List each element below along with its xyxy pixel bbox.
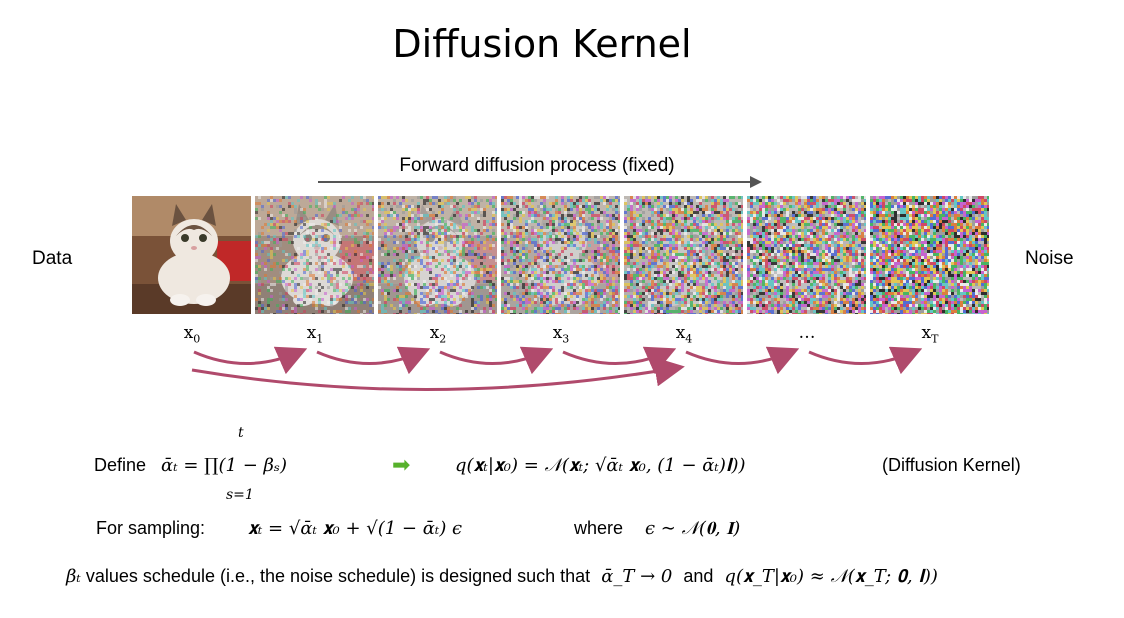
step-label: x4 <box>675 323 693 346</box>
define-label: Define <box>94 455 147 475</box>
forward-arrow-icon <box>318 176 762 188</box>
where-label: where <box>574 518 624 538</box>
frame-image <box>747 196 866 314</box>
step-arrow <box>562 346 677 375</box>
frame-image <box>870 196 989 314</box>
frame-image <box>132 196 251 314</box>
skip-arrow <box>191 356 685 392</box>
data-label: Data <box>32 248 73 269</box>
step-arrow <box>193 346 308 375</box>
sampling-label: For sampling: <box>96 518 206 538</box>
step-arrow <box>685 346 800 375</box>
noise-distribution: ϵ ∼ 𝒩(𝟎, 𝐈) <box>645 518 741 539</box>
define-equation: Define ᾱₜ = ∏(1 − βₛ) <box>94 455 287 476</box>
frame-image <box>501 196 620 314</box>
step-label: x0 <box>183 323 201 346</box>
step-label: x3 <box>552 323 570 346</box>
step-label: x1 <box>306 323 324 346</box>
terminal-distribution: q(𝐱_T|𝐱₀) ≈ 𝒩(𝐱_T; 𝟎, 𝐈)) <box>724 566 938 587</box>
frame-image <box>378 196 497 314</box>
forward-process-label: Forward diffusion process (fixed) <box>399 155 675 176</box>
and-label: and <box>683 566 714 586</box>
step-arrow <box>808 346 923 375</box>
step-arrow <box>316 346 431 375</box>
schedule-statement: βₜ values schedule (i.e., the noise sche… <box>66 566 938 587</box>
step-label: x2 <box>429 323 447 346</box>
product-upper-limit: t <box>238 425 244 441</box>
frame-image <box>624 196 743 314</box>
frame-image <box>255 196 374 314</box>
diffusion-kernel-equation: q(𝐱ₜ|𝐱₀) = 𝒩(𝐱ₜ; √ᾱₜ 𝐱₀, (1 − ᾱₜ)𝐈)) <box>455 455 746 476</box>
schedule-text: values schedule (i.e., the noise schedul… <box>85 566 591 586</box>
step-label: … <box>798 323 816 343</box>
sampling-equation: 𝐱ₜ = √ᾱₜ 𝐱₀ + √(1 − ᾱₜ) ϵ <box>248 518 463 539</box>
product-term: (1 − βₛ) <box>218 455 288 476</box>
step-arrow <box>439 346 554 375</box>
alpha-limit: ᾱ_T → 0 <box>601 566 673 587</box>
beta-symbol: βₜ <box>66 566 81 587</box>
implies-arrow-icon: ➡ <box>392 452 411 477</box>
diffusion-kernel-label: (Diffusion Kernel) <box>882 455 1021 475</box>
slide-title: Diffusion Kernel <box>392 22 692 66</box>
noise-label: Noise <box>1025 248 1074 269</box>
step-label: xT <box>921 323 939 346</box>
alpha-bar-definition: ᾱₜ = ∏ <box>161 455 219 476</box>
product-lower-limit: s=1 <box>226 487 254 503</box>
